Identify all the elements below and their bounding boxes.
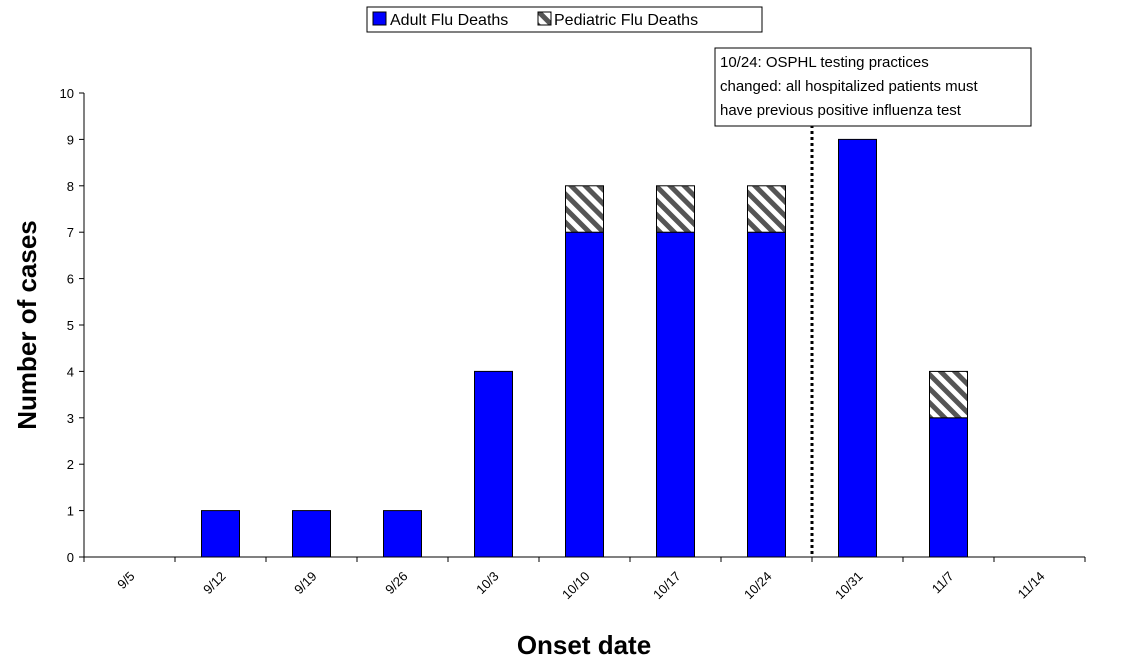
annotation-box bbox=[714, 47, 1032, 127]
x-tick-label: 10/10 bbox=[559, 569, 593, 603]
y-axis-title: Number of cases bbox=[12, 220, 42, 430]
y-tick-label: 4 bbox=[67, 364, 74, 379]
y-tick-label: 6 bbox=[67, 272, 74, 287]
x-axis-title: Onset date bbox=[517, 630, 651, 660]
annotation-line-2: changed: all hospitalized patients must bbox=[720, 78, 978, 95]
x-axis-ticks: 9/5 9/12 9/19 9/26 10/3 10/10 10/17 10/24 10/31 1… bbox=[83, 557, 1086, 603]
legend-box bbox=[366, 6, 763, 33]
y-tick-label: 5 bbox=[67, 318, 74, 333]
x-tick-label: 9/26 bbox=[382, 569, 411, 598]
bar-pediatric bbox=[656, 185, 695, 233]
y-tick-label: 8 bbox=[67, 179, 74, 194]
x-tick-label: 9/19 bbox=[291, 569, 320, 598]
y-tick-label: 9 bbox=[67, 132, 74, 147]
legend: Adult Flu Deaths Pediatric Flu Deaths bbox=[366, 6, 763, 33]
legend-label-adult: Adult Flu Deaths bbox=[390, 12, 508, 29]
bar-adult bbox=[656, 231, 695, 558]
x-tick-label: 10/17 bbox=[650, 569, 684, 603]
y-tick-label: 1 bbox=[67, 504, 74, 519]
y-tick-label: 0 bbox=[67, 550, 74, 565]
bar-adult bbox=[383, 510, 422, 558]
x-tick-label: 11/14 bbox=[1015, 569, 1048, 602]
y-tick-label: 10 bbox=[60, 86, 74, 101]
legend-swatch-adult bbox=[372, 11, 387, 26]
x-tick-label: 11/7 bbox=[929, 569, 957, 597]
bar-adult bbox=[292, 510, 331, 558]
annotation: 10/24: OSPHL testing practices changed: … bbox=[714, 47, 1032, 127]
x-tick-label: 10/31 bbox=[832, 569, 866, 603]
y-tick-label: 7 bbox=[67, 225, 74, 240]
legend-label-pediatric: Pediatric Flu Deaths bbox=[554, 12, 698, 29]
x-tick-label: 9/12 bbox=[200, 569, 229, 598]
y-axis-ticks: 0 1 2 3 4 5 6 7 8 9 10 bbox=[60, 86, 84, 565]
y-tick-label: 2 bbox=[67, 457, 74, 472]
x-tick-label: 10/3 bbox=[473, 569, 502, 598]
bar-pediatric bbox=[929, 370, 968, 419]
annotation-line-3: have previous positive influenza test bbox=[720, 102, 962, 119]
x-tick-label: 10/24 bbox=[741, 569, 775, 603]
bar-pediatric bbox=[565, 185, 604, 233]
bar-adult bbox=[201, 510, 240, 558]
bar-adult bbox=[747, 231, 786, 558]
bar-adult bbox=[929, 417, 968, 558]
annotation-line-1: 10/24: OSPHL testing practices bbox=[720, 54, 929, 71]
y-tick-label: 3 bbox=[67, 411, 74, 426]
bar-adult bbox=[565, 231, 604, 558]
legend-swatch-pediatric bbox=[537, 11, 552, 26]
bar-pediatric bbox=[747, 185, 786, 233]
bars bbox=[201, 138, 968, 558]
bar-adult bbox=[474, 370, 513, 558]
x-tick-label: 9/5 bbox=[114, 569, 137, 592]
bar-adult bbox=[838, 138, 877, 558]
